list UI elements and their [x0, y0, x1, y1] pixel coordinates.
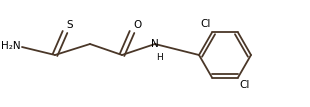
Text: H: H	[156, 53, 163, 62]
Text: N: N	[151, 39, 159, 49]
Text: H₂N: H₂N	[1, 41, 21, 51]
Text: Cl: Cl	[239, 80, 249, 90]
Text: Cl: Cl	[201, 19, 211, 30]
Text: O: O	[133, 20, 141, 30]
Text: S: S	[66, 20, 73, 30]
